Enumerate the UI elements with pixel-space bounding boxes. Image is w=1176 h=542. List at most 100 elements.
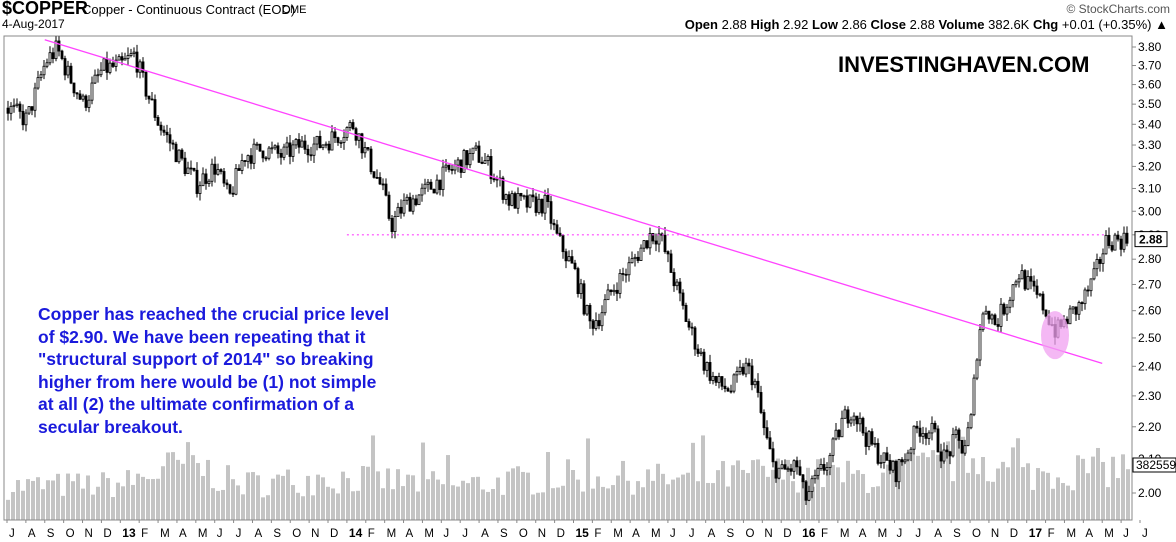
volume-bar [936, 454, 940, 520]
volume-bar [836, 467, 840, 520]
candle [768, 430, 772, 450]
candle [6, 100, 10, 121]
high-value: 2.92 [783, 17, 809, 32]
candle [729, 384, 733, 394]
candle [420, 183, 424, 202]
candle [969, 413, 973, 430]
candle [882, 452, 886, 469]
candle [189, 160, 193, 175]
volume-bar [176, 459, 180, 520]
candle [195, 162, 199, 198]
y-tick-label: 3.00 [1138, 204, 1162, 218]
x-year-label: 16 [802, 526, 816, 540]
volume-bar [996, 468, 1000, 520]
volume-bar [431, 471, 435, 520]
candle [957, 427, 961, 449]
volume-bar [301, 496, 305, 520]
volume-bar [316, 474, 320, 520]
candle [477, 140, 481, 164]
candle [966, 421, 970, 447]
candle [234, 164, 238, 196]
volume-bar [246, 472, 250, 520]
volume-value: 382.6K [988, 17, 1030, 32]
candle [1014, 279, 1018, 288]
volume-bar [541, 492, 545, 520]
volume-bar [1076, 455, 1080, 520]
candle [267, 146, 271, 161]
volume-bar [926, 457, 930, 520]
candle [789, 463, 793, 476]
candle [1095, 253, 1099, 277]
candle [588, 303, 592, 329]
x-month-label: A [254, 528, 262, 540]
volume-bar [156, 478, 160, 520]
candle [654, 233, 658, 252]
volume-bar [696, 481, 700, 520]
volume-bar [1086, 473, 1090, 520]
candle [444, 159, 448, 172]
volume-bar [716, 470, 720, 520]
volume-bar [706, 482, 710, 520]
candle [780, 460, 784, 470]
y-tick-label: 3.20 [1138, 159, 1162, 173]
candle [939, 443, 943, 469]
volume-bar [336, 493, 340, 520]
candle [852, 412, 856, 426]
candle [90, 76, 94, 105]
candle [519, 192, 523, 202]
candle [783, 459, 787, 470]
x-month-label: N [311, 528, 319, 540]
volume-bar [36, 477, 40, 520]
volume-bar [496, 477, 500, 520]
volume-bar [126, 470, 130, 520]
volume-bar [951, 481, 955, 520]
volume-bar [111, 497, 115, 520]
volume-bar [291, 485, 295, 520]
y-tick-label: 3.70 [1138, 59, 1162, 73]
volume-bar [376, 471, 380, 520]
volume-bar [591, 488, 595, 520]
volume-bar [911, 453, 915, 520]
volume-bar [181, 463, 185, 520]
candle [57, 36, 61, 57]
candle [936, 425, 940, 453]
candle [744, 357, 748, 378]
volume-bar [781, 479, 785, 520]
open-value: 2.88 [721, 17, 747, 32]
volume-bar [21, 490, 25, 520]
volume-bar [971, 458, 975, 520]
open-label: Open [684, 17, 718, 32]
volume-bar [671, 479, 675, 520]
high-label: High [750, 17, 780, 32]
x-month-label: J [9, 528, 15, 540]
volume-bar [1046, 472, 1050, 520]
volume-bar [166, 452, 170, 520]
volume-bar [201, 475, 205, 520]
candle [516, 187, 520, 214]
candle [855, 415, 859, 432]
volume-bar [1121, 454, 1125, 520]
volume-bar [421, 442, 425, 520]
candle [54, 36, 58, 62]
candle [972, 374, 976, 417]
candle [1092, 261, 1096, 281]
candle [573, 259, 577, 271]
candle [381, 178, 385, 191]
candle [264, 156, 268, 162]
candle [1077, 300, 1081, 321]
candle [183, 151, 187, 177]
candle [1113, 232, 1117, 251]
candle [363, 141, 367, 158]
candle [843, 405, 847, 419]
volume-bar [576, 479, 580, 520]
candle [63, 55, 67, 81]
candle [78, 90, 82, 101]
candle [579, 278, 583, 299]
candle [606, 283, 610, 301]
candle [306, 144, 310, 163]
candle [459, 159, 463, 179]
volume-bar [96, 486, 100, 520]
candle [111, 56, 115, 69]
x-month-label: J [462, 528, 468, 540]
